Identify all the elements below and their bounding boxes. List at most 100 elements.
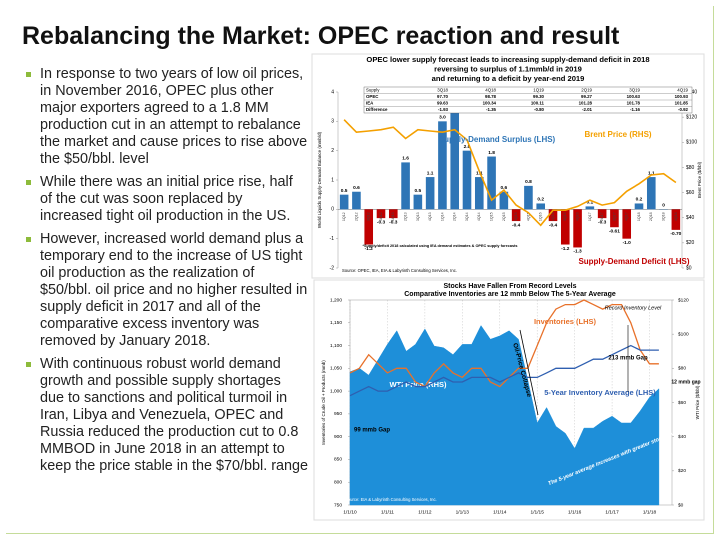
y-tick-label: 1,200 [330,297,342,303]
value-label: -0.70 [670,231,681,237]
table-cell: -1.35 [486,107,497,112]
y2-tick-label: $40 [686,215,695,221]
bar [364,209,374,245]
bullet: With continuous robust world demand grow… [26,356,308,475]
value-label: -1.3 [573,249,582,255]
x-tick-label: 4Q16 [576,212,580,221]
x-tick-label: 1/1/10 [343,509,357,515]
x-tick-label: 2Q15 [502,212,506,221]
bar [524,185,533,210]
table-cell: IEA [366,100,374,105]
x-tick-label: 1Q16 [539,212,543,221]
y-tick-label: 2 [331,148,334,154]
bar [610,209,619,228]
value-label: -1.0 [623,240,632,246]
value-label: 0.8 [525,179,532,185]
chart-title: OPEC lower supply forecast leads to incr… [366,55,649,64]
x-tick-label: 4Q13 [428,212,432,221]
bar [413,194,423,210]
table-cell: -2.01 [582,107,593,112]
bar [352,191,361,210]
value-label: 1.1 [427,170,434,176]
table-cell: -1.16 [630,107,641,112]
x-tick-label: 4Q15 [526,212,530,221]
x-tick-label: 1Q15 [490,212,494,221]
table-cell: 100.93 [675,94,689,99]
table-cell: 4Q19 [677,87,688,92]
slide-border [6,533,714,534]
x-tick-label: 1/1/17 [605,509,619,515]
table-cell: 100.63 [627,94,641,99]
slide-border [713,6,714,534]
table-cell: -0.92 [678,107,689,112]
y-axis-label: World Liquids Supply-Demand Balance (mmb… [317,131,322,228]
value-label: 3.0 [439,115,446,121]
bar [622,209,632,239]
x-tick-label: 2Q17 [600,212,604,221]
series-line [349,299,659,388]
table-cell: Difference [366,107,388,112]
y2-tick-label: $120 [678,297,689,303]
y2-tick-label: $20 [678,468,686,474]
x-tick-label: 3Q15 [514,212,518,221]
value-label: -0.61 [609,228,620,234]
x-tick-label: 1Q14 [440,212,444,221]
y-tick-label: 1,000 [330,388,342,394]
x-tick-label: 3Q18 [662,212,666,221]
bar [376,209,386,219]
brent-line [343,119,677,227]
chart-title: and returning to a deficit by year-end 2… [432,74,585,83]
y-tick-label: -2 [330,265,335,271]
y2-tick-label: $100 [686,140,697,146]
y-tick-label: 0 [331,207,334,213]
bar [585,206,595,210]
x-tick-label: 1/1/15 [531,509,545,515]
bar [438,121,447,210]
bar [388,209,398,219]
y-tick-label: 1,150 [330,320,342,326]
bar [671,209,681,230]
y2-tick-label: $0 [686,265,692,271]
value-label: 1.8 [488,150,495,156]
series-line [349,344,659,397]
y2-tick-label: $120 [686,114,697,120]
x-tick-label: 2Q12 [354,212,358,221]
y-axis-label: Inventories of Crude Oil + Products (mmb… [321,360,326,445]
table-cell: -0.80 [534,107,545,112]
y-tick-label: 900 [334,434,342,440]
y2-axis-label: Brent Price ($/bbl) [697,161,702,198]
x-tick-label: 2Q14 [453,212,457,221]
price-area [349,325,660,506]
table-cell: OPEC [366,94,379,99]
arrow [519,329,539,416]
value-label: 0.2 [537,197,544,203]
bar [499,191,509,210]
bar [548,209,558,222]
annotation: Record Inventory Level [605,305,662,311]
table-cell: 100.11 [531,100,545,105]
value-label: 0.2 [636,197,643,203]
x-tick-label: 4Q17 [625,212,629,221]
table-cell: 3Q19 [629,87,640,92]
table-cell: 100.34 [483,100,497,105]
y2-tick-label: $60 [678,400,686,406]
y2-tick-label: $40 [678,434,686,440]
x-tick-label: 1Q13 [391,212,395,221]
bullet: However, increased world demand plus a t… [26,231,308,350]
bar [511,209,521,222]
x-tick-label: 4Q14 [477,212,481,221]
y-tick-label: 4 [331,89,334,95]
y-tick-label: 3 [331,119,334,125]
table-cell: 99.27 [581,94,593,99]
y2-tick-label: $0 [678,502,684,508]
bullet-list: In response to two years of low oil pric… [26,66,308,481]
table-cell: 3Q18 [437,87,448,92]
bar [573,209,582,248]
bar [462,150,472,210]
x-tick-label: 3Q16 [563,212,567,221]
y2-tick-label: $100 [678,331,689,337]
series-label: Inventories (LHS) [534,317,597,326]
y-tick-label: 850 [334,457,342,463]
